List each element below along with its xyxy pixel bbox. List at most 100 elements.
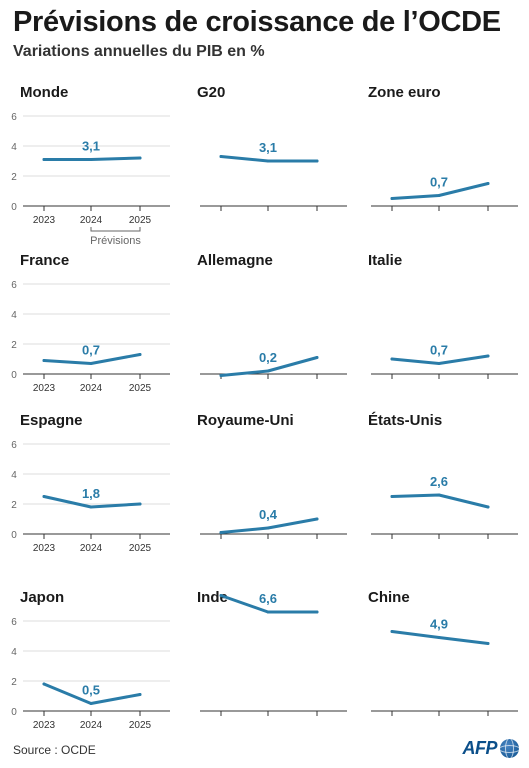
data-point	[219, 594, 223, 597]
data-point	[89, 158, 93, 161]
y-tick-label: 6	[11, 617, 17, 628]
panel-2: G20 3,1	[197, 84, 347, 211]
y-tick-label: 6	[11, 440, 17, 451]
panel-3: Zone euro 0,7	[368, 84, 518, 211]
panel-title: Italie	[368, 252, 402, 269]
data-point	[315, 610, 319, 614]
panel-title: Japon	[20, 589, 64, 606]
x-tick-label: 2025	[129, 215, 152, 226]
panel-title: France	[20, 252, 69, 269]
data-point	[138, 156, 142, 160]
afp-logo: AFP	[462, 738, 519, 759]
panel-1: Monde 0 2 4 6 2023 2024 2025 Prévisions 3,1	[11, 84, 170, 247]
data-point	[42, 158, 46, 161]
data-label: 4,9	[430, 617, 448, 632]
data-point	[486, 642, 490, 645]
panel-title: Zone euro	[368, 84, 441, 101]
data-point	[390, 197, 394, 200]
data-point	[390, 357, 394, 361]
panel-title: Inde	[197, 589, 228, 606]
data-point	[390, 630, 394, 633]
x-tick-label: 2024	[80, 215, 103, 226]
x-tick-label: 2024	[80, 543, 103, 554]
data-point	[138, 693, 142, 696]
data-point	[42, 682, 46, 686]
data-point	[89, 702, 93, 705]
data-point	[266, 159, 270, 163]
y-tick-label: 2	[11, 500, 17, 511]
panel-12: Chine 4,9	[368, 589, 518, 716]
data-point	[138, 353, 142, 356]
data-point	[437, 636, 441, 639]
page-subtitle: Variations annuelles du PIB en %	[13, 43, 265, 60]
data-point	[266, 369, 270, 373]
panel-11: Inde 6,6	[197, 589, 347, 716]
y-tick-label: 0	[11, 370, 17, 381]
y-tick-label: 4	[11, 142, 17, 153]
y-tick-label: 0	[11, 202, 17, 213]
y-tick-label: 6	[11, 280, 17, 291]
y-tick-label: 2	[11, 677, 17, 688]
x-tick-label: 2023	[33, 215, 56, 226]
y-tick-label: 4	[11, 310, 17, 321]
panel-title: Chine	[368, 589, 410, 606]
panel-4: France 0 2 4 6 2023 2024 2025 0,7	[11, 252, 170, 394]
data-point	[315, 356, 319, 359]
data-point	[437, 194, 441, 197]
data-label: 3,1	[82, 139, 100, 154]
data-label: 6,6	[259, 591, 277, 606]
y-tick-label: 6	[11, 112, 17, 123]
data-point	[437, 493, 441, 497]
data-point	[219, 155, 223, 158]
data-label: 1,8	[82, 486, 100, 501]
x-tick-label: 2025	[129, 720, 152, 731]
panel-7: Espagne 0 2 4 6 2023 2024 2025 1,8	[11, 412, 170, 554]
data-point	[138, 502, 142, 506]
source-note: Source : OCDE	[13, 743, 96, 757]
data-point	[315, 159, 319, 163]
panel-6: Italie 0,7	[368, 252, 518, 379]
y-tick-label: 2	[11, 172, 17, 183]
data-point	[42, 495, 46, 498]
data-label: 0,5	[82, 683, 100, 698]
panel-10: Japon 0 2 4 6 2023 2024 2025 0,5	[11, 589, 170, 731]
x-tick-label: 2023	[33, 383, 56, 394]
y-tick-label: 0	[11, 707, 17, 718]
panel-8: Royaume-Uni 0,4	[197, 412, 347, 539]
data-point	[219, 374, 223, 377]
data-point	[315, 517, 319, 521]
afp-logo-text: AFP	[462, 738, 498, 758]
data-label: 0,7	[430, 343, 448, 358]
panel-9: États-Unis 2,6	[368, 412, 518, 539]
x-tick-label: 2024	[80, 720, 103, 731]
data-point	[89, 362, 93, 365]
data-label: 0,7	[430, 175, 448, 190]
panel-title: Royaume-Uni	[197, 412, 294, 429]
forecast-bracket	[90, 227, 141, 232]
panel-title: Espagne	[20, 412, 83, 429]
x-tick-label: 2023	[33, 720, 56, 731]
data-label: 0,7	[82, 343, 100, 358]
y-tick-label: 0	[11, 530, 17, 541]
panel-title: États-Unis	[368, 412, 442, 429]
forecast-label: Prévisions	[90, 235, 141, 247]
y-tick-label: 2	[11, 340, 17, 351]
data-label: 0,2	[259, 350, 277, 365]
y-tick-label: 4	[11, 470, 17, 481]
x-tick-label: 2023	[33, 543, 56, 554]
data-label: 3,1	[259, 140, 277, 155]
data-point	[437, 362, 441, 365]
data-point	[486, 182, 490, 185]
y-tick-label: 4	[11, 647, 17, 658]
data-point	[486, 354, 490, 358]
page-title: Prévisions de croissance de l’OCDE	[13, 6, 501, 38]
data-point	[390, 495, 394, 498]
data-label: 0,4	[259, 507, 278, 522]
data-point	[486, 505, 490, 509]
data-point	[89, 505, 93, 509]
data-point	[266, 610, 270, 614]
data-point	[266, 526, 270, 530]
series-line	[390, 493, 490, 509]
panel-title: Allemagne	[197, 252, 273, 269]
